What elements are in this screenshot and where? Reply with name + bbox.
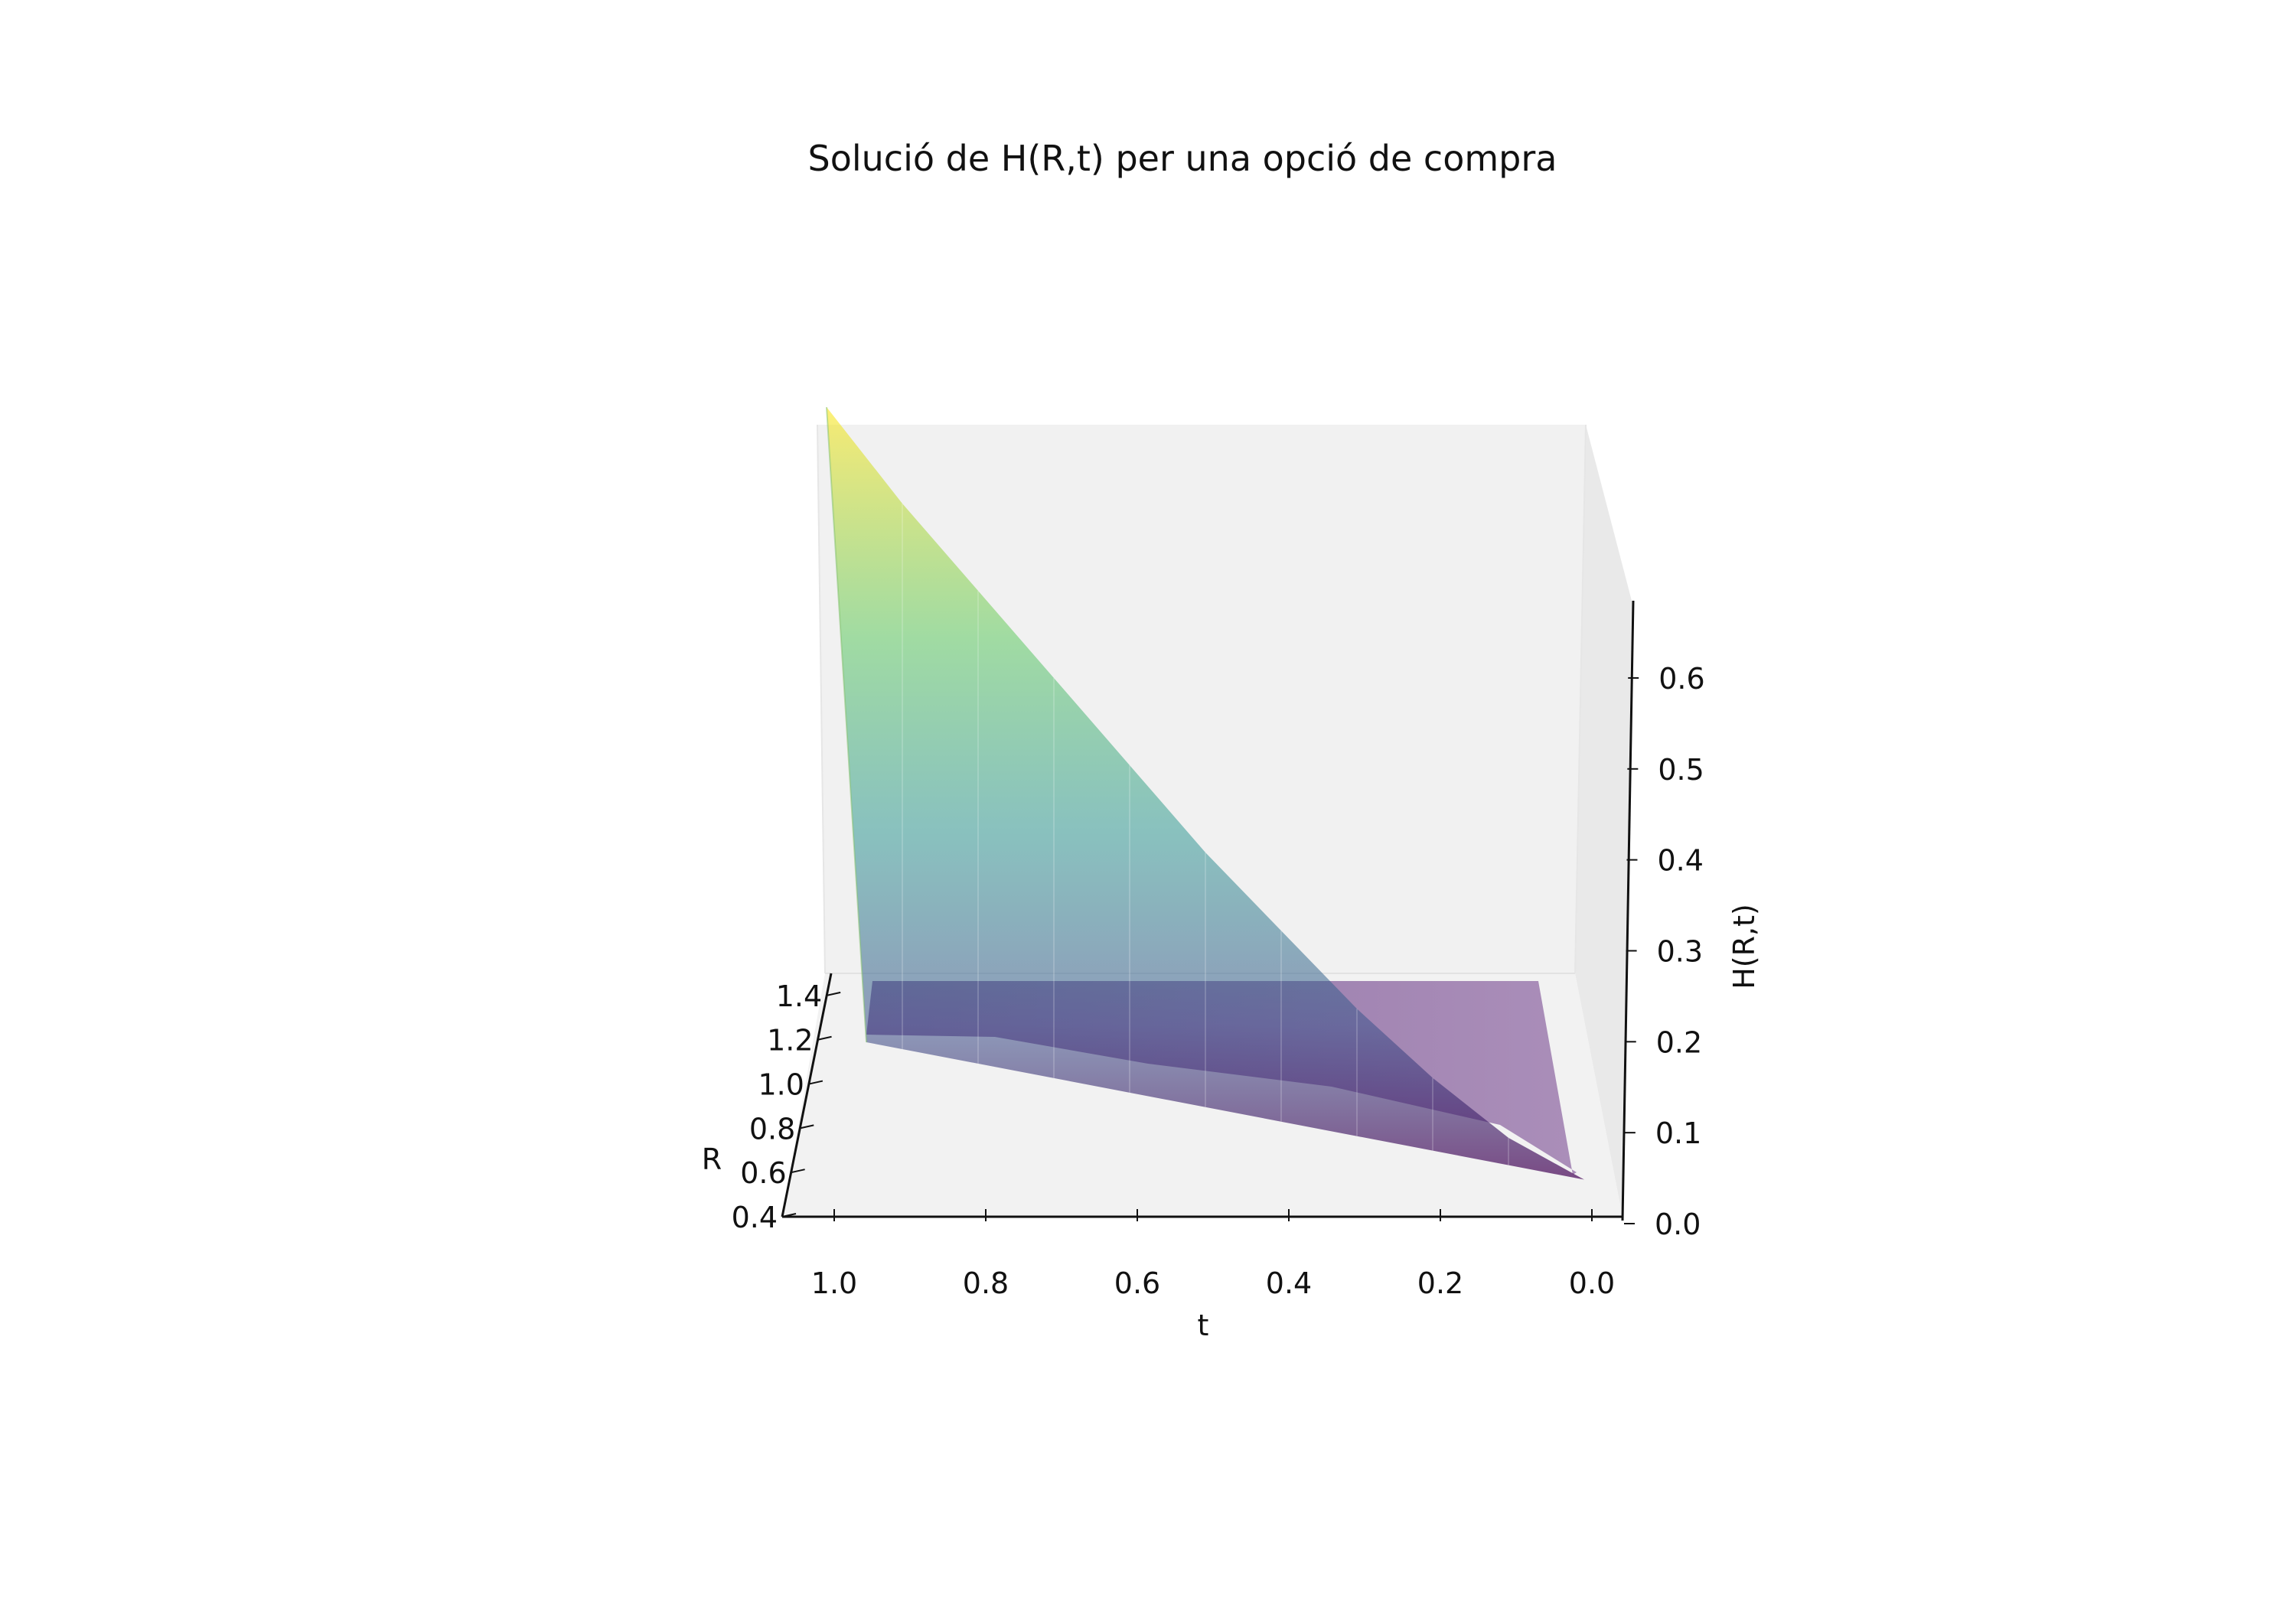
back-left-edge (817, 424, 826, 974)
r-tick-label: 0.4 (732, 1201, 778, 1234)
tick-labels: 1.0 0.8 0.6 0.4 0.2 0.0 0.4 0.6 0.8 1.0 1.2 1.4 0.0 0… (732, 662, 1705, 1300)
h-tick-label: 0.4 (1657, 844, 1703, 878)
r-tick-mark (781, 1213, 797, 1217)
r-tick-mark (791, 1169, 805, 1174)
h-tick-label: 0.3 (1657, 934, 1703, 968)
t-tick-label: 0.0 (1569, 1266, 1615, 1300)
back-right-edge (1574, 424, 1587, 974)
h-tick-label: 0.1 (1655, 1116, 1701, 1150)
r-tick-label: 1.4 (776, 980, 822, 1013)
surface (826, 406, 1584, 1180)
r-tick-mark (808, 1080, 823, 1085)
r-tick-label: 1.0 (758, 1068, 804, 1102)
surface-left-edge (826, 406, 867, 1043)
r-tick-label: 0.6 (740, 1156, 786, 1190)
h-axis-line (1621, 600, 1635, 1221)
t-axis-label: t (1198, 1309, 1209, 1342)
t-tick-label: 0.8 (963, 1266, 1009, 1300)
h-tick-label: 0.0 (1655, 1208, 1701, 1241)
t-tick-label: 0.2 (1417, 1266, 1463, 1300)
h-tick-label: 0.6 (1658, 662, 1704, 696)
r-axis-line (781, 973, 833, 1217)
h-tick-label: 0.2 (1656, 1025, 1702, 1059)
h-axis-label: H(R,t) (1727, 904, 1761, 989)
h-tick-label: 0.5 (1658, 753, 1704, 787)
right-pane (1575, 425, 1632, 1217)
r-tick-mark (826, 991, 841, 996)
t-tick-label: 0.6 (1114, 1266, 1160, 1300)
r-tick-label: 1.2 (767, 1024, 813, 1058)
r-tick-mark (817, 1035, 832, 1041)
axes (781, 600, 1635, 1221)
surface-front-sheet (827, 407, 1584, 1180)
r-tick-mark (800, 1124, 814, 1129)
t-tick-label: 1.0 (811, 1266, 857, 1300)
chart-title: Solució de H(R,t) per una opció de compr… (808, 138, 1557, 179)
t-tick-label: 0.4 (1266, 1266, 1312, 1300)
r-axis-label: R (702, 1143, 722, 1176)
r-tick-label: 0.8 (749, 1112, 795, 1146)
